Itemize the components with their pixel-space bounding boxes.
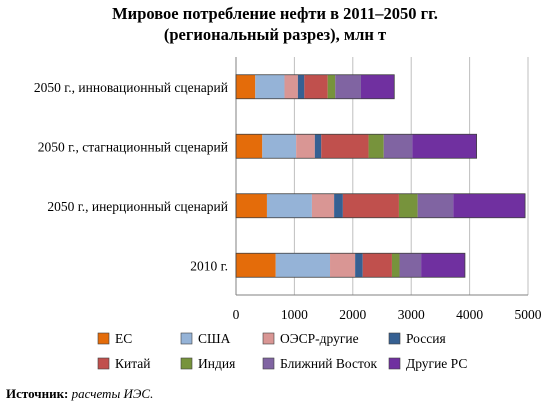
category-label-1: 2050 г., стагнационный сценарий: [38, 139, 228, 154]
legend-label-7: Другие РС: [406, 356, 467, 371]
bar-1-6: [383, 134, 413, 159]
x-tick-label-5000: 5000: [515, 307, 542, 322]
bar-3-0: [236, 253, 276, 278]
x-tick-label-4000: 4000: [456, 307, 483, 322]
bar-outline-3: [235, 252, 466, 278]
legend-swatch-7: [388, 357, 401, 370]
bar-3-6: [399, 253, 422, 278]
category-label-3: 2010 г.: [190, 258, 228, 273]
bar-3-7: [421, 253, 465, 278]
bar-outline-1: [235, 133, 478, 159]
legend-label-6: Ближний Восток: [280, 356, 377, 371]
bar-outline-0: [235, 74, 395, 100]
chart-title-line2: (региональный разрез), млн т: [163, 25, 387, 44]
bar-2-7: [453, 193, 526, 218]
chart-title: Мировое потребление нефти в 2011–2050 гг…: [0, 3, 550, 45]
bar-0-2: [284, 74, 298, 99]
source-note: Источник: расчеты ИЭС.: [6, 386, 153, 402]
legend-swatch-4: [97, 357, 110, 370]
bar-0-3: [297, 74, 305, 99]
bar-2-3: [334, 193, 343, 218]
legend-label-1: США: [198, 331, 231, 346]
legend-label-5: Индия: [198, 356, 235, 371]
bar-2-1: [266, 193, 312, 218]
legend-swatch-5: [180, 357, 193, 370]
bar-2-4: [342, 193, 399, 218]
bar-1-2: [296, 134, 315, 159]
bar-0-5: [327, 74, 336, 99]
category-label-2: 2050 г., инерционный сценарий: [47, 199, 228, 214]
legend-swatch-6: [262, 357, 275, 370]
bar-1-0: [236, 134, 263, 159]
bar-1-7: [412, 134, 477, 159]
source-text: расчеты ИЭС.: [71, 386, 154, 401]
legend-label-4: Китай: [115, 356, 151, 371]
legend-label-3: Россия: [406, 331, 446, 346]
bar-3-5: [391, 253, 400, 278]
bar-3-4: [362, 253, 392, 278]
bar-0-7: [360, 74, 395, 99]
bar-0-1: [255, 74, 285, 99]
bar-3-1: [275, 253, 331, 278]
x-tick-label-1000: 1000: [281, 307, 308, 322]
bar-0-6: [335, 74, 361, 99]
bar-2-0: [236, 193, 267, 218]
category-label-0: 2050 г., инновационный сценарий: [34, 80, 228, 95]
bar-1-1: [262, 134, 297, 159]
bar-1-3: [314, 134, 322, 159]
legend-swatch-0: [97, 332, 110, 345]
bar-3-2: [330, 253, 356, 278]
bar-2-6: [417, 193, 454, 218]
bar-2-5: [398, 193, 418, 218]
bar-2-2: [311, 193, 335, 218]
x-tick-label-2000: 2000: [339, 307, 366, 322]
bar-3-3: [355, 253, 363, 278]
bar-0-0: [236, 74, 256, 99]
bar-outline-2: [235, 193, 526, 219]
legend-swatch-3: [388, 332, 401, 345]
bar-0-4: [304, 74, 328, 99]
legend-swatch-1: [180, 332, 193, 345]
x-tick-label-3000: 3000: [398, 307, 425, 322]
legend-swatch-2: [262, 332, 275, 345]
bar-1-4: [321, 134, 369, 159]
x-tick-label-0: 0: [233, 307, 240, 322]
source-label: Источник:: [6, 386, 69, 401]
legend-label-0: ЕС: [115, 331, 132, 346]
bar-1-5: [368, 134, 384, 159]
chart-title-line1: Мировое потребление нефти в 2011–2050 гг…: [112, 4, 438, 23]
legend-label-2: ОЭСР-другие: [280, 331, 359, 346]
